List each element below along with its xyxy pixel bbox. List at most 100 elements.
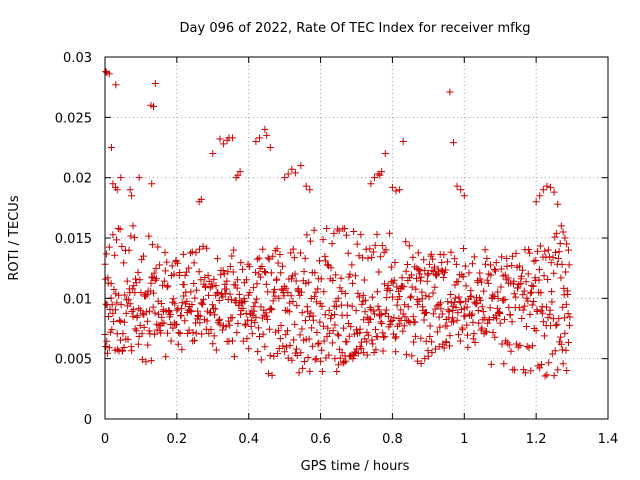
data-point <box>236 311 244 319</box>
data-point <box>128 192 136 200</box>
data-point <box>515 304 523 312</box>
data-point <box>330 229 338 237</box>
data-point <box>253 295 261 303</box>
data-point <box>174 340 182 348</box>
data-point <box>332 271 340 279</box>
data-point <box>550 188 558 196</box>
data-point <box>350 228 358 236</box>
data-point <box>329 327 337 335</box>
data-point <box>352 307 360 315</box>
data-point <box>305 335 313 343</box>
data-point <box>223 277 231 285</box>
data-point <box>124 296 132 304</box>
data-point <box>498 253 506 261</box>
data-point <box>519 291 527 299</box>
data-point <box>439 267 447 275</box>
data-point <box>305 278 313 286</box>
data-point <box>522 278 530 286</box>
data-point <box>197 299 205 307</box>
data-point <box>455 293 463 301</box>
data-point <box>522 322 530 330</box>
data-point <box>516 341 524 349</box>
data-point <box>371 241 379 249</box>
data-point <box>108 326 116 334</box>
data-point <box>465 311 473 319</box>
data-point <box>548 350 556 358</box>
data-point <box>297 349 305 357</box>
data-point <box>355 252 363 260</box>
data-point <box>145 232 153 240</box>
data-point <box>457 306 465 314</box>
data-point <box>108 301 116 309</box>
y-tick-label: 0 <box>84 413 92 428</box>
data-point <box>139 252 147 260</box>
data-point <box>510 277 518 285</box>
data-point <box>280 292 288 300</box>
data-point <box>361 335 369 343</box>
data-point <box>425 260 433 268</box>
data-point <box>373 288 381 296</box>
data-point <box>103 337 111 345</box>
data-point <box>129 306 137 314</box>
data-point <box>191 294 199 302</box>
data-point <box>424 352 432 360</box>
data-point <box>411 318 419 326</box>
data-point <box>514 343 522 351</box>
data-point <box>208 282 216 290</box>
data-point <box>113 186 121 194</box>
data-point <box>392 348 400 356</box>
data-point <box>274 259 282 267</box>
data-point <box>424 270 432 278</box>
data-point <box>429 310 437 318</box>
data-point <box>276 250 284 258</box>
data-point <box>303 303 311 311</box>
chart-title: Day 096 of 2022, Rate Of TEC Index for r… <box>180 21 531 36</box>
data-point <box>115 291 123 299</box>
data-point <box>373 230 381 238</box>
y-tick-label: 0.02 <box>63 172 92 187</box>
data-point <box>209 340 217 348</box>
data-point <box>431 305 439 313</box>
data-point <box>401 313 409 321</box>
data-point <box>388 277 396 285</box>
data-point <box>398 283 406 291</box>
data-point <box>551 233 559 241</box>
data-point <box>469 260 477 268</box>
data-point <box>434 269 442 277</box>
data-point <box>498 340 506 348</box>
data-point <box>102 67 110 75</box>
data-point <box>222 285 230 293</box>
data-point <box>402 238 410 246</box>
data-point <box>127 343 135 351</box>
data-point <box>257 273 265 281</box>
data-point <box>264 288 272 296</box>
data-point <box>489 328 497 336</box>
data-point <box>268 371 276 379</box>
data-point <box>506 311 514 319</box>
data-point <box>433 270 441 278</box>
data-point <box>199 242 207 250</box>
data-point <box>540 332 548 340</box>
data-point <box>545 359 553 367</box>
data-point <box>111 251 119 259</box>
data-point <box>308 324 316 332</box>
data-point <box>527 367 535 375</box>
data-point <box>467 287 475 295</box>
data-point <box>478 278 486 286</box>
data-point <box>351 348 359 356</box>
data-point <box>504 279 512 287</box>
data-point <box>160 277 168 285</box>
data-point <box>261 343 269 351</box>
data-point <box>127 232 135 240</box>
data-point <box>229 134 237 142</box>
data-point <box>464 331 472 339</box>
data-point <box>330 302 338 310</box>
data-point <box>230 246 238 254</box>
data-point <box>503 262 511 270</box>
data-point <box>281 174 289 182</box>
data-point <box>237 259 245 267</box>
data-point <box>384 312 392 320</box>
data-point <box>109 180 117 188</box>
data-point <box>476 269 484 277</box>
data-point <box>155 310 163 318</box>
